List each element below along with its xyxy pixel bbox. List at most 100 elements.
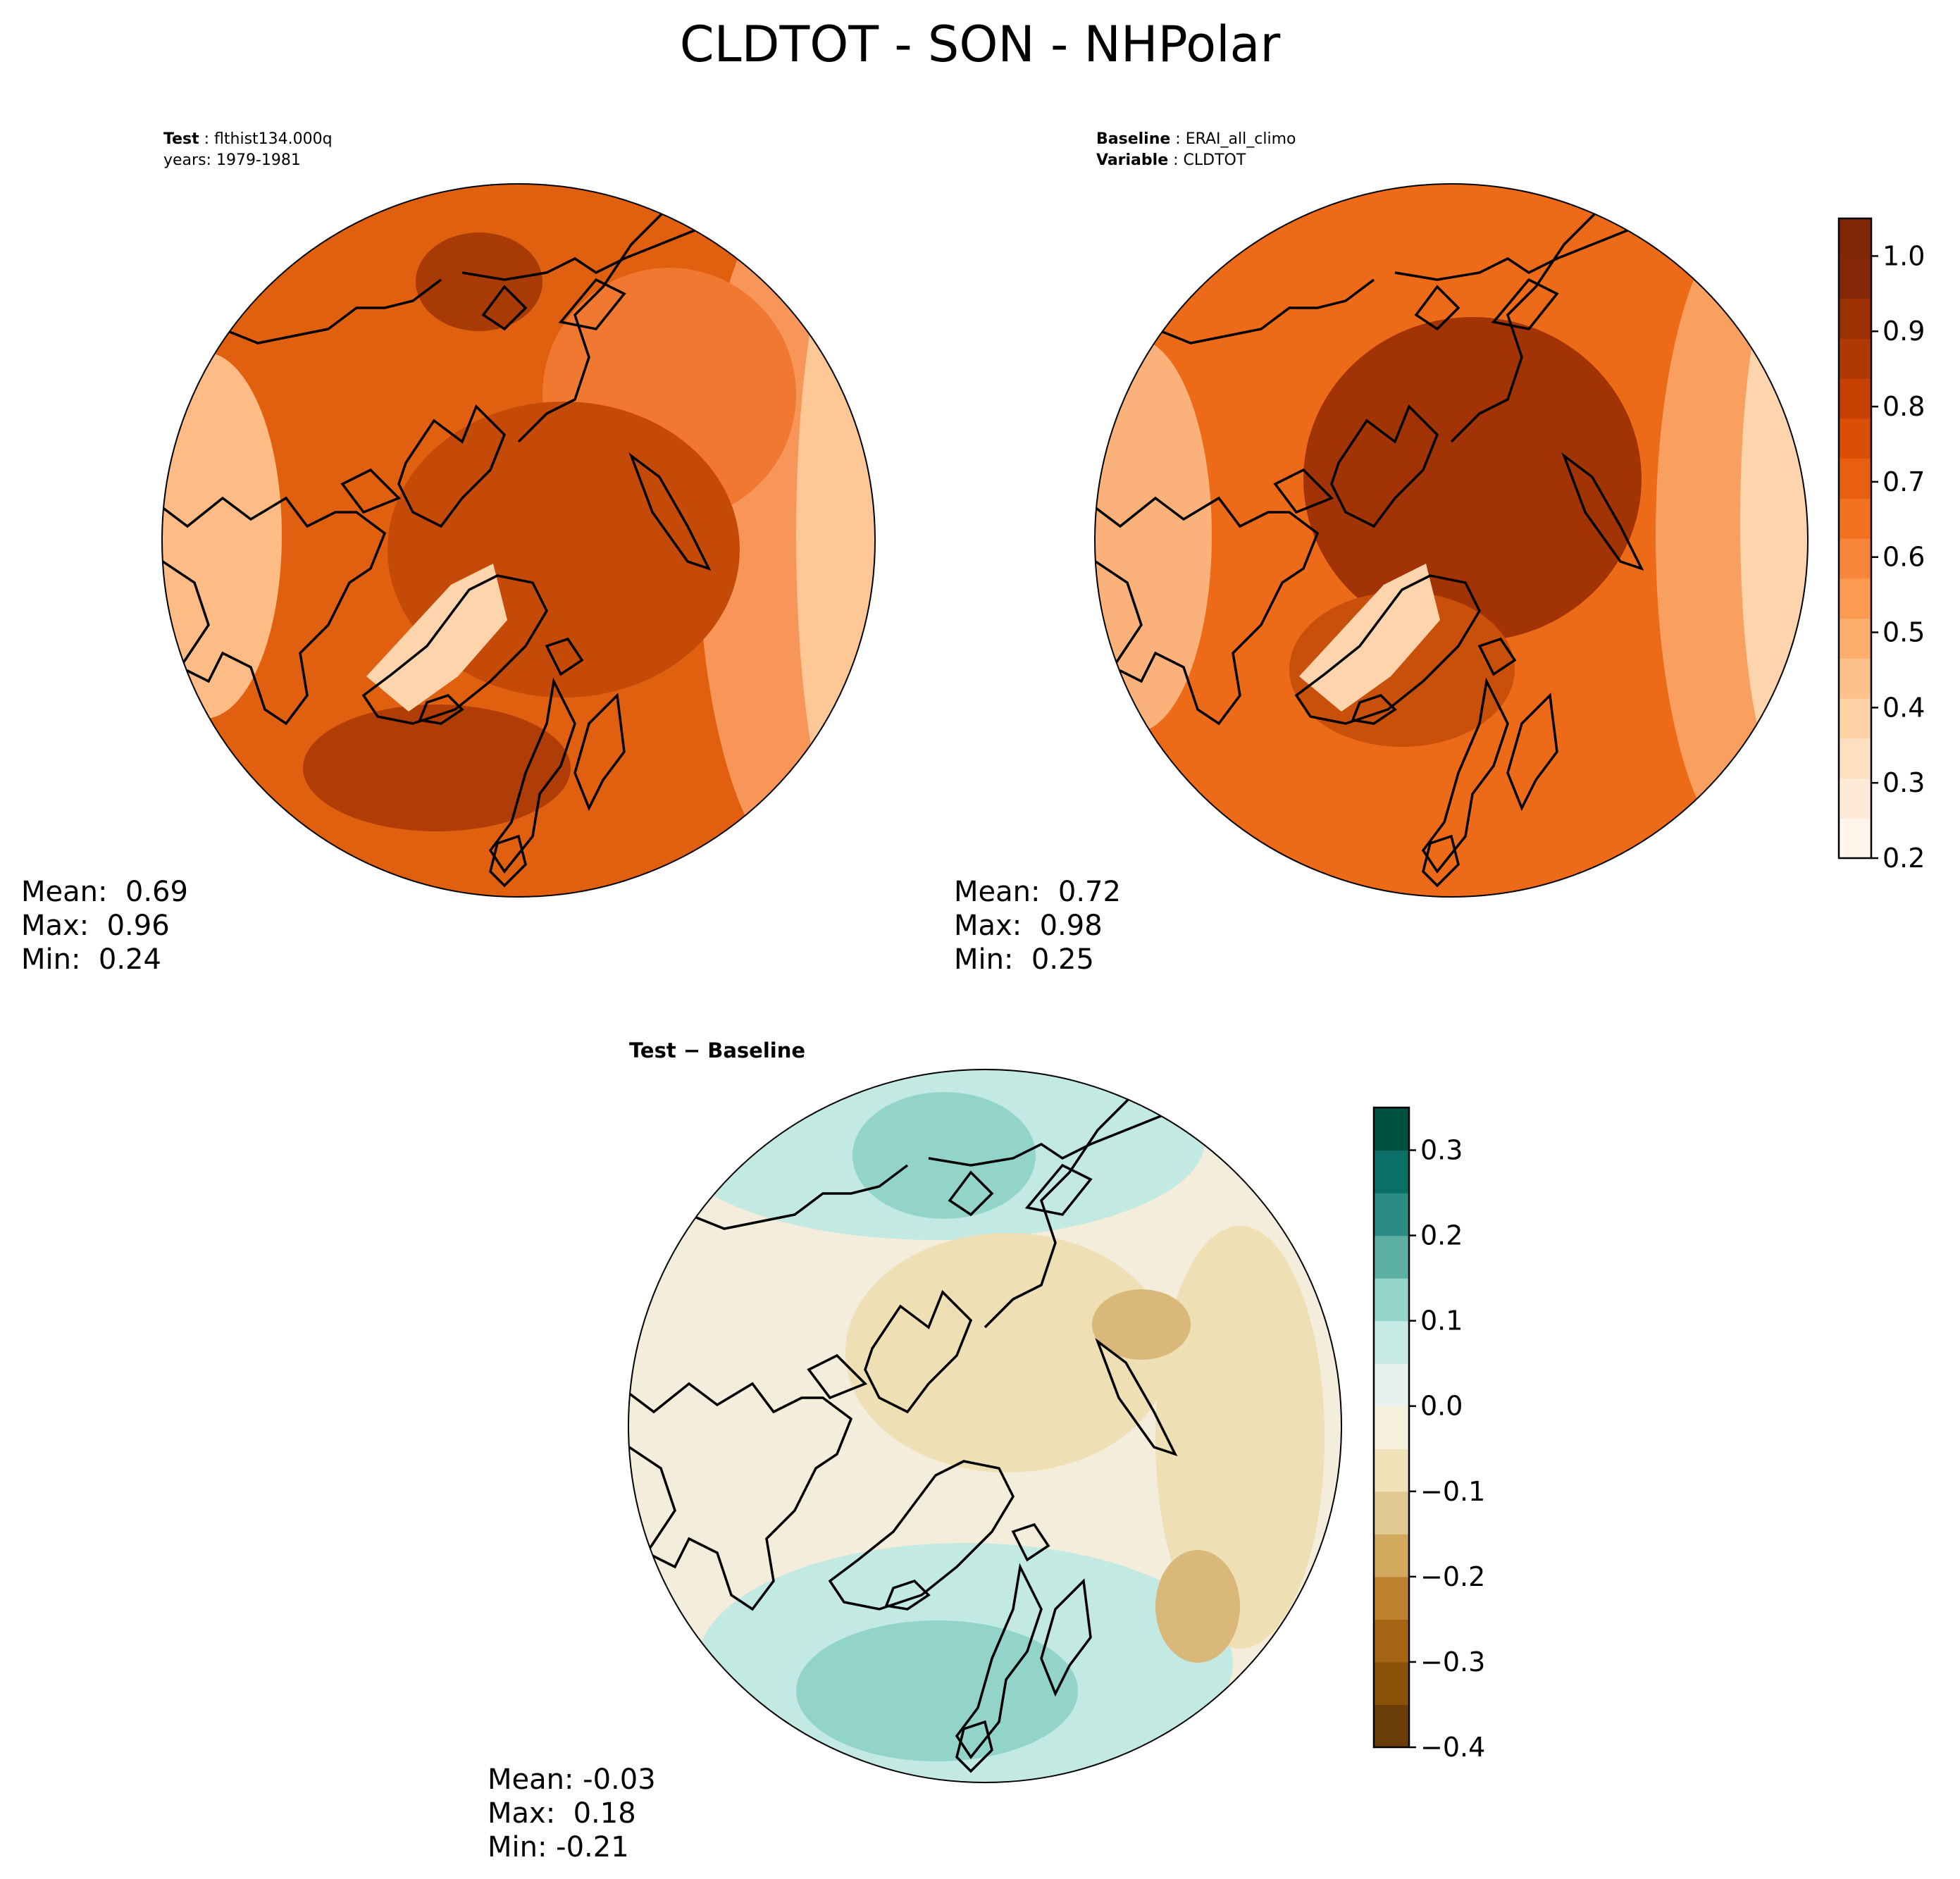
diff-colorbar-border — [1372, 1106, 1410, 1749]
diff-field-se-tan-dark — [1155, 1550, 1240, 1663]
diff-colorbar-segment — [1374, 1576, 1409, 1620]
diff-colorbar-segment — [1374, 1108, 1409, 1151]
diff-colorbar-tick-label: 0.0 — [1420, 1391, 1463, 1422]
baseline-header-sep: : — [1170, 130, 1186, 148]
baseline-field-pole — [1303, 317, 1642, 641]
main-colorbar-segment — [1839, 618, 1871, 659]
baseline-header-key: Baseline — [1096, 130, 1171, 148]
diff-field-north-teal-dark — [852, 1092, 1036, 1219]
baseline-map-border — [1094, 183, 1809, 898]
main-colorbar-tick-label: 0.9 — [1883, 316, 1925, 347]
main-colorbar: 0.2 0.3 0.4 0.5 0.6 0.7 0.8 0.9 1.0 — [1837, 217, 1925, 874]
main-colorbar-segment — [1839, 698, 1871, 739]
main-colorbar-segment — [1839, 298, 1871, 339]
test-header: Test : flthist134.000q years: 1979-1981 — [163, 129, 333, 171]
variable-header-value: CLDTOT — [1183, 151, 1246, 169]
main-colorbar-segment — [1839, 258, 1871, 299]
main-colorbar-segment — [1839, 738, 1871, 779]
baseline-min: Min: 0.25 — [954, 943, 1094, 976]
test-map-border — [161, 183, 876, 898]
main-colorbar-segment — [1839, 578, 1871, 619]
diff-title-test: Test — [629, 1038, 676, 1062]
diff-colorbar-segment — [1374, 1363, 1409, 1407]
diff-max: Max: 0.18 — [488, 1797, 636, 1830]
diff-colorbar-segment — [1374, 1704, 1409, 1748]
baseline-field-greenland — [1299, 564, 1440, 712]
test-header-value: flthist134.000q — [214, 130, 333, 148]
diff-field-south-teal-dark — [796, 1620, 1078, 1761]
diff-colorbar-segment — [1374, 1661, 1409, 1706]
test-max: Max: 0.96 — [21, 910, 170, 942]
main-colorbar-tick-label: 0.4 — [1883, 692, 1925, 723]
diff-colorbar-segment — [1374, 1534, 1409, 1577]
diff-colorbar-segment — [1374, 1619, 1409, 1663]
test-field-siberia-dark — [416, 232, 542, 331]
main-colorbar-tick-label: 0.5 — [1883, 617, 1925, 648]
main-colorbar-tick-label: 0.3 — [1883, 767, 1925, 798]
baseline-header: Baseline : ERAI_all_climo Variable : CLD… — [1096, 129, 1296, 171]
diff-colorbar-segment — [1374, 1235, 1409, 1279]
main-colorbar-segment — [1839, 818, 1871, 859]
main-colorbar-segment — [1839, 498, 1871, 539]
diff-colorbar-tick-label: −0.1 — [1420, 1476, 1485, 1507]
diff-colorbar-segment — [1374, 1278, 1409, 1322]
diff-colorbar-segment — [1374, 1150, 1409, 1193]
test-field-atlantic-dark — [303, 705, 571, 831]
variable-header-key: Variable — [1096, 151, 1169, 169]
diff-colorbar-tick-label: 0.3 — [1420, 1135, 1463, 1166]
diff-title: Test − Baseline — [629, 1038, 806, 1062]
diff-map-border — [628, 1069, 1342, 1783]
main-colorbar-segment — [1839, 538, 1871, 579]
test-field-greenland — [366, 564, 507, 712]
diff-colorbar-segment — [1374, 1449, 1409, 1492]
main-colorbar-segment — [1839, 458, 1871, 499]
main-colorbar-segment — [1839, 418, 1871, 459]
test-years: years: 1979-1981 — [163, 151, 301, 169]
main-colorbar-tick-label: 0.6 — [1883, 542, 1925, 573]
main-colorbar-segment — [1839, 218, 1871, 259]
diff-min: Min: -0.21 — [488, 1831, 629, 1864]
main-colorbar-segment — [1839, 338, 1871, 379]
main-colorbar-tick-label: 0.2 — [1883, 843, 1925, 874]
diff-colorbar-segment — [1374, 1193, 1409, 1236]
test-min: Min: 0.24 — [21, 943, 161, 976]
diff-colorbar-segment — [1374, 1320, 1409, 1364]
baseline-header-value: ERAI_all_climo — [1185, 130, 1296, 148]
diff-field-east-tan-dark — [1092, 1289, 1191, 1360]
baseline-field-east-lighter — [1740, 268, 1808, 775]
baseline-stats: Mean: 0.72 Max: 0.98 Min: 0.25 — [954, 875, 1121, 976]
diff-colorbar-tick-label: 0.1 — [1420, 1306, 1463, 1337]
diff-colorbar-tick-label: −0.4 — [1420, 1732, 1485, 1763]
baseline-map — [1095, 184, 1808, 897]
test-map — [162, 184, 875, 897]
diff-field-pole-tan — [845, 1233, 1170, 1472]
variable-header-sep: : — [1168, 151, 1184, 169]
diff-colorbar-segment — [1374, 1491, 1409, 1534]
main-colorbar-border — [1837, 217, 1873, 860]
test-header-sep: : — [199, 130, 215, 148]
main-colorbar-segment — [1839, 378, 1871, 419]
test-stats: Mean: 0.69 Max: 0.96 Min: 0.24 — [21, 875, 188, 976]
main-colorbar-segment — [1839, 778, 1871, 819]
baseline-mean: Mean: 0.72 — [954, 876, 1121, 908]
main-colorbar-tick-label: 0.8 — [1883, 391, 1925, 422]
diff-colorbar: −0.4 −0.3 −0.2 −0.1 0.0 0.1 0.2 0.3 — [1372, 1106, 1485, 1763]
figure-title: CLDTOT - SON - NHPolar — [679, 15, 1281, 73]
baseline-field-west-light — [1095, 338, 1212, 733]
main-colorbar-tick-label: 0.7 — [1883, 466, 1925, 497]
diff-map — [628, 1069, 1341, 1782]
main-colorbar-tick-label: 1.0 — [1883, 240, 1925, 271]
test-header-key: Test — [163, 130, 199, 148]
test-field-east-lighter — [796, 225, 875, 845]
test-field-west-light — [162, 352, 282, 719]
diff-colorbar-tick-label: 0.2 — [1420, 1220, 1463, 1251]
diff-field-east-tan — [1155, 1226, 1325, 1649]
diff-stats: Mean: -0.03 Max: 0.18 Min: -0.21 — [488, 1763, 656, 1864]
diff-mean: Mean: -0.03 — [488, 1763, 656, 1796]
diff-colorbar-tick-label: −0.2 — [1420, 1561, 1485, 1592]
test-mean: Mean: 0.69 — [21, 876, 188, 908]
baseline-max: Max: 0.98 — [954, 910, 1103, 942]
diff-colorbar-segment — [1374, 1406, 1409, 1449]
diff-colorbar-tick-label: −0.3 — [1420, 1647, 1485, 1678]
